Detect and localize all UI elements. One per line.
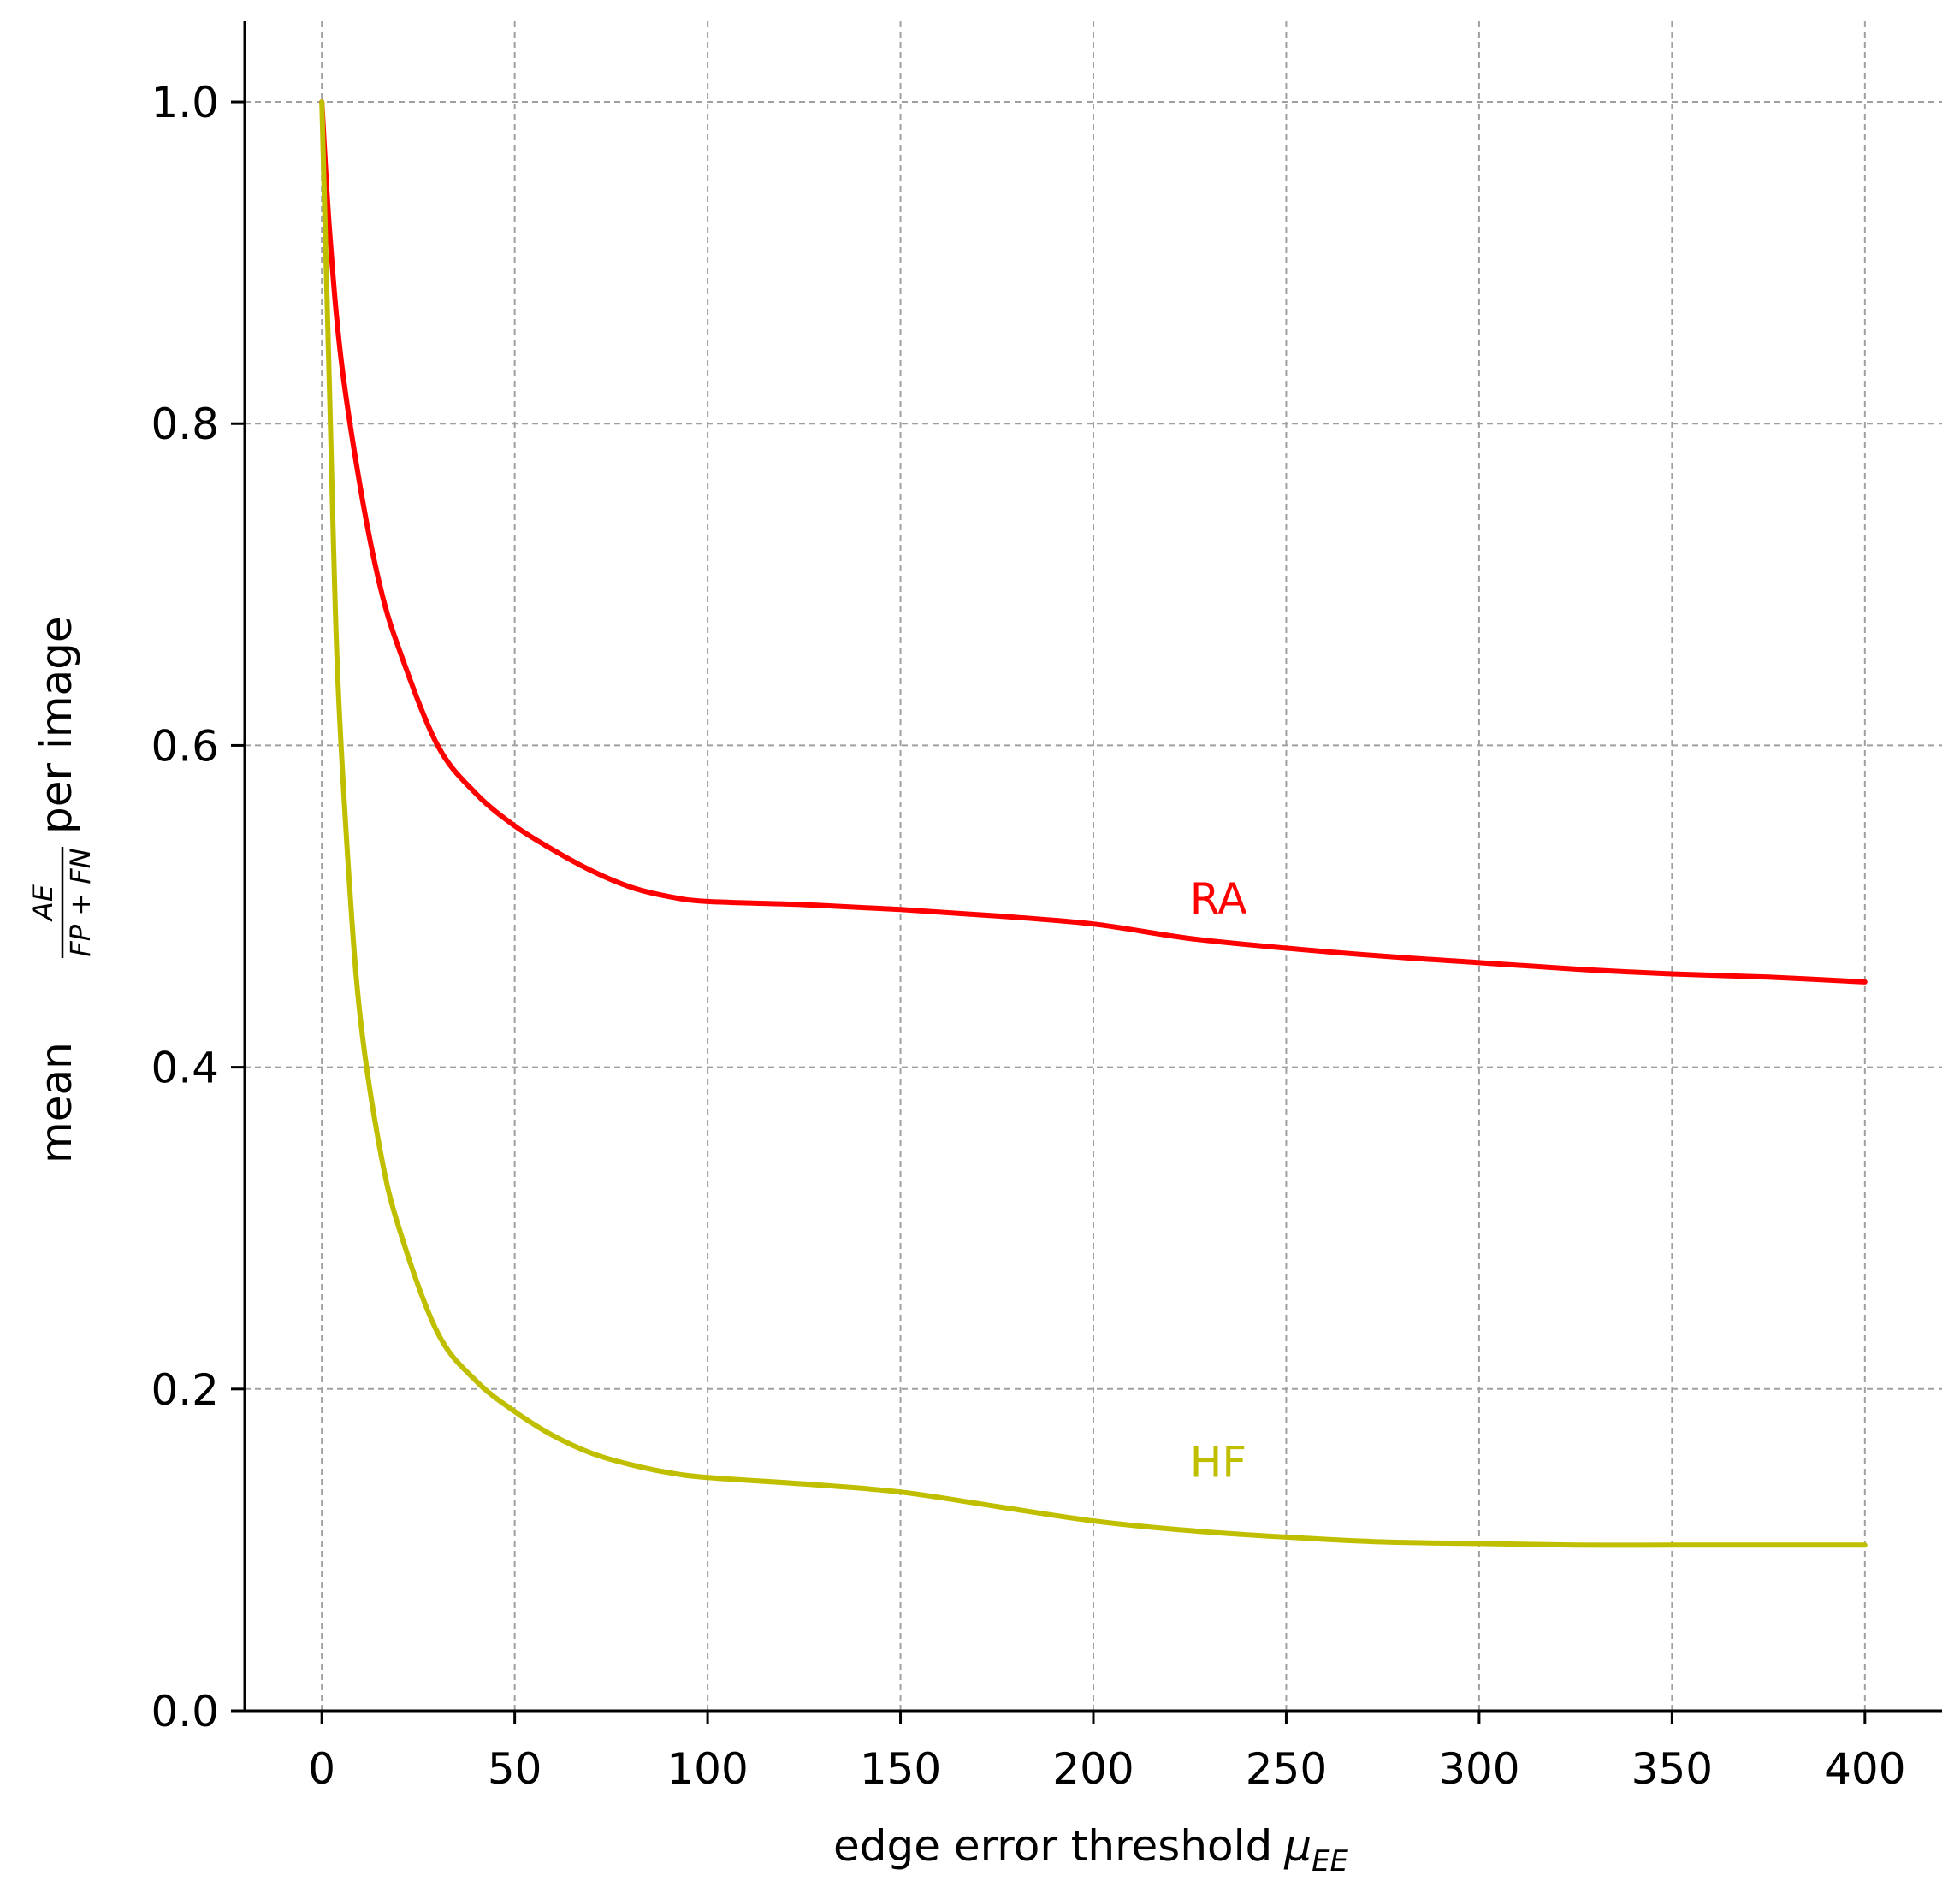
- x-tick-label: 350: [1631, 1744, 1713, 1794]
- x-tick-label: 0: [308, 1744, 335, 1794]
- ticks: 0 50 100 150 200 250 300 350 400 0.0 0.2 0.4 0.6 0.8 1…: [151, 78, 1905, 1794]
- y-tick-label: 0.6: [151, 721, 219, 771]
- x-tick-label: 50: [488, 1744, 542, 1794]
- x-axis-label: edge error threshold μEE: [833, 1821, 1349, 1878]
- y-axis-label-suffix: per image: [32, 616, 81, 834]
- y-tick-label: 0.4: [151, 1044, 219, 1093]
- series-line-ra: [319, 99, 1868, 985]
- y-tick-label: 0.2: [151, 1365, 219, 1415]
- x-tick-label: 100: [666, 1744, 748, 1794]
- y-axis-label: mean AE FP + FN per image: [27, 616, 97, 1163]
- series-label-hf: HF: [1190, 1437, 1246, 1487]
- y-axis-label-denominator: FP + FN: [64, 848, 97, 956]
- y-axis-label-numerator: AE: [27, 884, 59, 922]
- series-label-ra: RA: [1190, 874, 1247, 924]
- x-axis-label-symbol: μ: [1283, 1821, 1312, 1871]
- grid: [245, 21, 1942, 1711]
- x-axis-label-subscript: EE: [1312, 1844, 1348, 1878]
- y-tick-label: 1.0: [151, 78, 219, 127]
- x-axis-label-text: edge error threshold: [833, 1821, 1272, 1871]
- y-axis-label-prefix: mean: [32, 1042, 81, 1163]
- x-tick-label: 200: [1052, 1744, 1134, 1794]
- x-tick-label: 300: [1438, 1744, 1519, 1794]
- x-tick-label: 150: [860, 1744, 941, 1794]
- y-tick-label: 0.0: [151, 1687, 219, 1736]
- x-tick-label: 250: [1246, 1744, 1327, 1794]
- x-tick-label: 400: [1824, 1744, 1905, 1794]
- series-group: RA HF: [319, 99, 1868, 1548]
- y-tick-label: 0.8: [151, 399, 219, 449]
- series-line-hf: [319, 99, 1868, 1548]
